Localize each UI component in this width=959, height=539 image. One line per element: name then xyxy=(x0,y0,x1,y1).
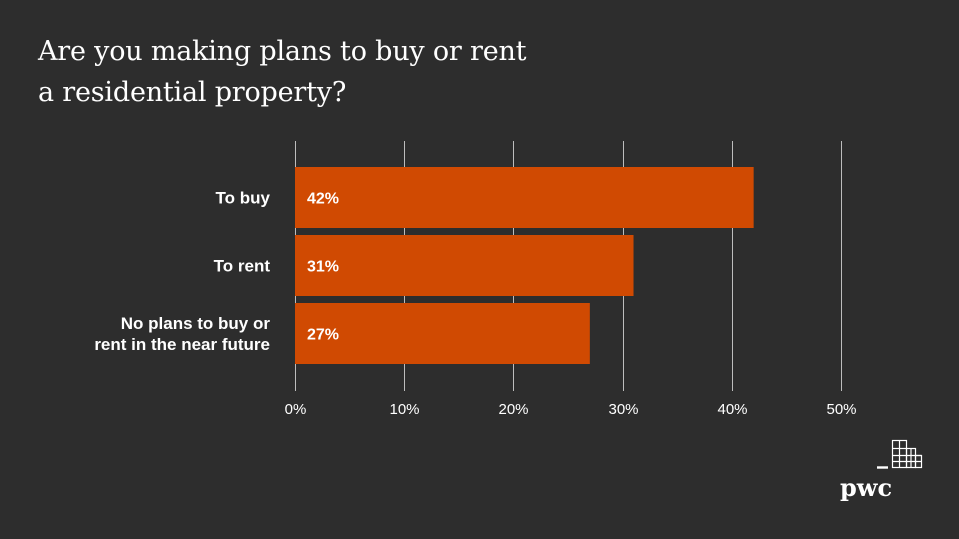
x-tick-label: 40% xyxy=(717,401,747,418)
x-tick-label: 0% xyxy=(285,401,307,418)
pwc-wordmark: pwc xyxy=(840,473,892,502)
bars xyxy=(295,167,754,364)
chart-title-line-2: a residential property? xyxy=(38,77,347,108)
category-labels: To buy To rent No plans to buy or rent in t… xyxy=(94,189,270,355)
x-tick-label: 10% xyxy=(389,401,419,418)
chart-title-line-1: Are you making plans to buy or rent xyxy=(38,36,527,67)
value-labels: 42% 31% 27% xyxy=(307,191,339,344)
x-tick-label: 30% xyxy=(608,401,638,418)
bar xyxy=(295,235,634,296)
bar xyxy=(295,167,754,228)
bar-value-label: 27% xyxy=(307,327,339,344)
x-tick-label: 50% xyxy=(826,401,856,418)
bar-value-label: 31% xyxy=(307,259,339,276)
pwc-building-mark-icon xyxy=(877,439,923,469)
bar-value-label: 42% xyxy=(307,191,339,208)
category-label: rent in the near future xyxy=(94,335,270,354)
x-tick-labels: 0% 10% 20% 30% 40% 50% xyxy=(285,401,857,418)
chart-title: Are you making plans to buy or rent a re… xyxy=(38,31,658,113)
x-tick-label: 20% xyxy=(498,401,528,418)
category-label: To rent xyxy=(214,257,271,276)
bar xyxy=(295,303,590,364)
pwc-logo: pwc xyxy=(840,439,923,502)
category-label: To buy xyxy=(216,189,271,208)
category-label: No plans to buy or xyxy=(121,314,271,333)
